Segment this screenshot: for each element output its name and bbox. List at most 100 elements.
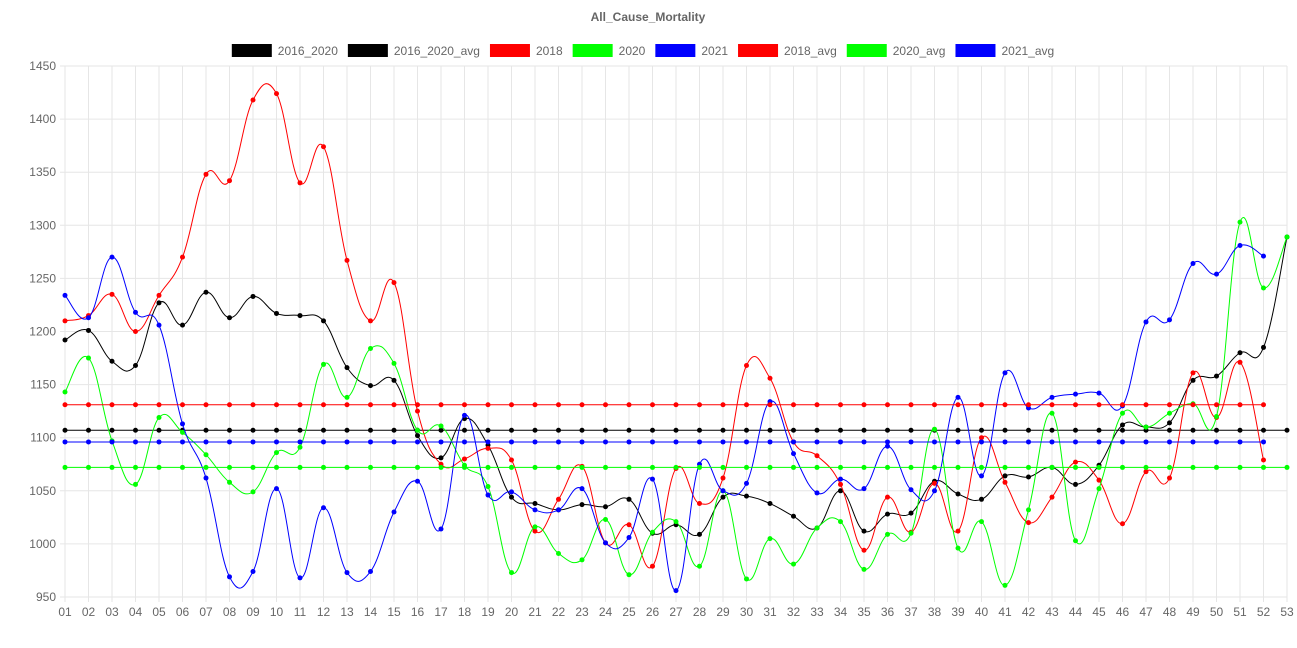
series-line — [64, 83, 1264, 569]
legend-item-2018[interactable]: 2018 — [489, 44, 563, 58]
legend-swatch — [572, 44, 613, 57]
legend-swatch — [955, 44, 996, 57]
data-point — [62, 402, 68, 408]
data-point — [861, 464, 867, 470]
x-tick-label: 41 — [998, 605, 1012, 619]
data-point — [462, 464, 467, 470]
data-point — [180, 429, 185, 435]
x-tick-label: 16 — [411, 605, 425, 619]
data-point — [1096, 439, 1102, 445]
data-point — [1096, 464, 1102, 470]
data-point — [250, 427, 256, 433]
data-point — [368, 318, 373, 324]
data-point — [1049, 427, 1055, 433]
legend-item-2020[interactable]: 2020 — [572, 44, 646, 58]
data-point — [415, 439, 420, 445]
data-point — [720, 488, 726, 494]
x-tick-label: 36 — [881, 605, 895, 619]
data-point — [720, 464, 726, 470]
data-point — [1096, 402, 1102, 408]
data-point — [203, 439, 209, 445]
x-tick-label: 28 — [693, 605, 707, 619]
data-point — [1167, 475, 1172, 481]
series-2021 — [62, 242, 1266, 594]
data-point — [485, 464, 491, 470]
data-point — [767, 427, 773, 433]
data-point — [227, 439, 232, 445]
data-point — [791, 439, 796, 445]
data-point — [579, 464, 585, 470]
data-point — [62, 439, 68, 445]
data-point — [861, 547, 867, 553]
data-point — [579, 557, 585, 563]
data-point — [415, 427, 420, 433]
data-point — [673, 402, 679, 408]
data-point — [462, 412, 467, 418]
data-point — [368, 383, 373, 389]
data-point — [861, 566, 867, 572]
legend[interactable]: 2016_2020 2016_2020_avg 2018 2020 2021 2018_a… — [231, 44, 1054, 58]
data-point — [180, 464, 185, 470]
x-tick-label: 25 — [622, 605, 636, 619]
data-point — [227, 402, 232, 408]
data-point — [1190, 370, 1196, 376]
data-point — [1049, 439, 1055, 445]
data-point — [814, 439, 820, 445]
data-point — [1096, 486, 1102, 492]
data-point — [133, 427, 138, 433]
data-point — [274, 91, 279, 97]
data-point — [955, 545, 961, 551]
legend-item-2016_2020[interactable]: 2016_2020 — [231, 44, 338, 58]
data-point — [1237, 242, 1243, 248]
x-tick-label: 53 — [1280, 605, 1294, 619]
legend-item-2020_avg[interactable]: 2020_avg — [846, 44, 946, 58]
data-point — [885, 511, 890, 517]
data-point — [932, 464, 937, 470]
data-point — [1049, 494, 1055, 500]
series-line — [64, 244, 1264, 592]
x-tick-label: 43 — [1045, 605, 1059, 619]
data-point — [156, 415, 162, 421]
data-point — [62, 292, 68, 298]
data-point — [62, 427, 68, 433]
data-point — [485, 445, 491, 451]
data-point — [1026, 439, 1031, 445]
legend-label: 2020_avg — [893, 44, 946, 58]
data-point — [438, 455, 444, 461]
legend-label: 2021_avg — [1001, 44, 1054, 58]
data-point — [1073, 481, 1078, 487]
legend-item-2021[interactable]: 2021 — [655, 44, 728, 58]
data-point — [297, 464, 303, 470]
x-tick-label: 34 — [834, 605, 848, 619]
data-point — [979, 496, 984, 502]
x-tick-label: 30 — [740, 605, 754, 619]
data-point — [203, 427, 209, 433]
data-point — [908, 487, 914, 493]
data-point — [415, 408, 420, 414]
data-point — [626, 496, 632, 502]
x-tick-label: 27 — [669, 605, 683, 619]
data-point — [344, 570, 350, 576]
legend-item-2018_avg[interactable]: 2018_avg — [738, 44, 837, 58]
data-point — [579, 439, 585, 445]
data-point — [1120, 439, 1125, 445]
legend-item-2016_2020_avg[interactable]: 2016_2020_avg — [347, 44, 480, 58]
data-point — [1049, 394, 1055, 400]
data-point — [767, 536, 773, 542]
data-point — [791, 402, 796, 408]
data-point — [1026, 507, 1031, 513]
data-point — [62, 464, 68, 470]
data-point — [1237, 402, 1243, 408]
data-point — [1049, 410, 1055, 416]
data-point — [767, 464, 773, 470]
data-point — [626, 464, 632, 470]
data-point — [62, 337, 68, 343]
data-point — [1284, 234, 1290, 240]
data-point — [532, 427, 538, 433]
data-point — [415, 478, 420, 484]
legend-item-2021_avg[interactable]: 2021_avg — [955, 44, 1054, 58]
data-point — [391, 509, 397, 515]
data-point — [1073, 459, 1078, 465]
data-point — [908, 402, 914, 408]
data-point — [86, 464, 91, 470]
